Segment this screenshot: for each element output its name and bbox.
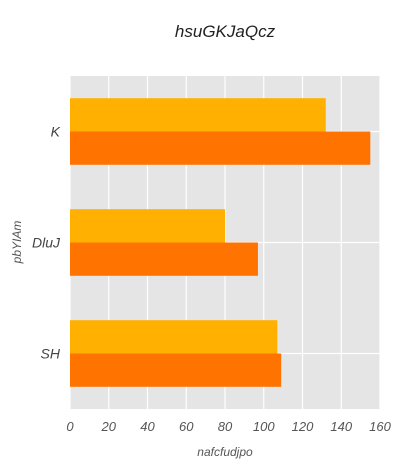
x-tick-label: 100 bbox=[253, 419, 275, 434]
x-tick-label: 40 bbox=[140, 419, 155, 434]
x-tick-label: 160 bbox=[369, 419, 391, 434]
category-labels: K DluJ SH bbox=[32, 124, 61, 362]
category-label: SH bbox=[41, 346, 61, 362]
bar-K-series-2 bbox=[70, 131, 371, 165]
bars bbox=[70, 98, 371, 387]
category-label: DluJ bbox=[32, 235, 61, 251]
bar-SH-series-1 bbox=[70, 320, 278, 354]
y-axis-label: pbYIAm bbox=[10, 221, 24, 265]
x-axis-label: nafcfudjpo bbox=[197, 445, 253, 459]
category-label: K bbox=[51, 124, 61, 140]
bar-K-series-1 bbox=[70, 98, 326, 132]
x-tick-label: 80 bbox=[218, 419, 233, 434]
x-tick-label: 140 bbox=[330, 419, 352, 434]
x-tick-label: 20 bbox=[101, 419, 117, 434]
bar-DluJ-series-1 bbox=[70, 209, 225, 243]
bar-DluJ-series-2 bbox=[70, 242, 258, 276]
x-tick-label: 60 bbox=[179, 419, 194, 434]
bar-SH-series-2 bbox=[70, 353, 282, 387]
x-tick-label: 120 bbox=[292, 419, 314, 434]
chart-title: hsuGKJaQcz bbox=[175, 22, 276, 41]
x-tick-labels: 0 20 40 60 80 100 120 140 160 bbox=[66, 419, 391, 434]
x-tick-label: 0 bbox=[66, 419, 74, 434]
